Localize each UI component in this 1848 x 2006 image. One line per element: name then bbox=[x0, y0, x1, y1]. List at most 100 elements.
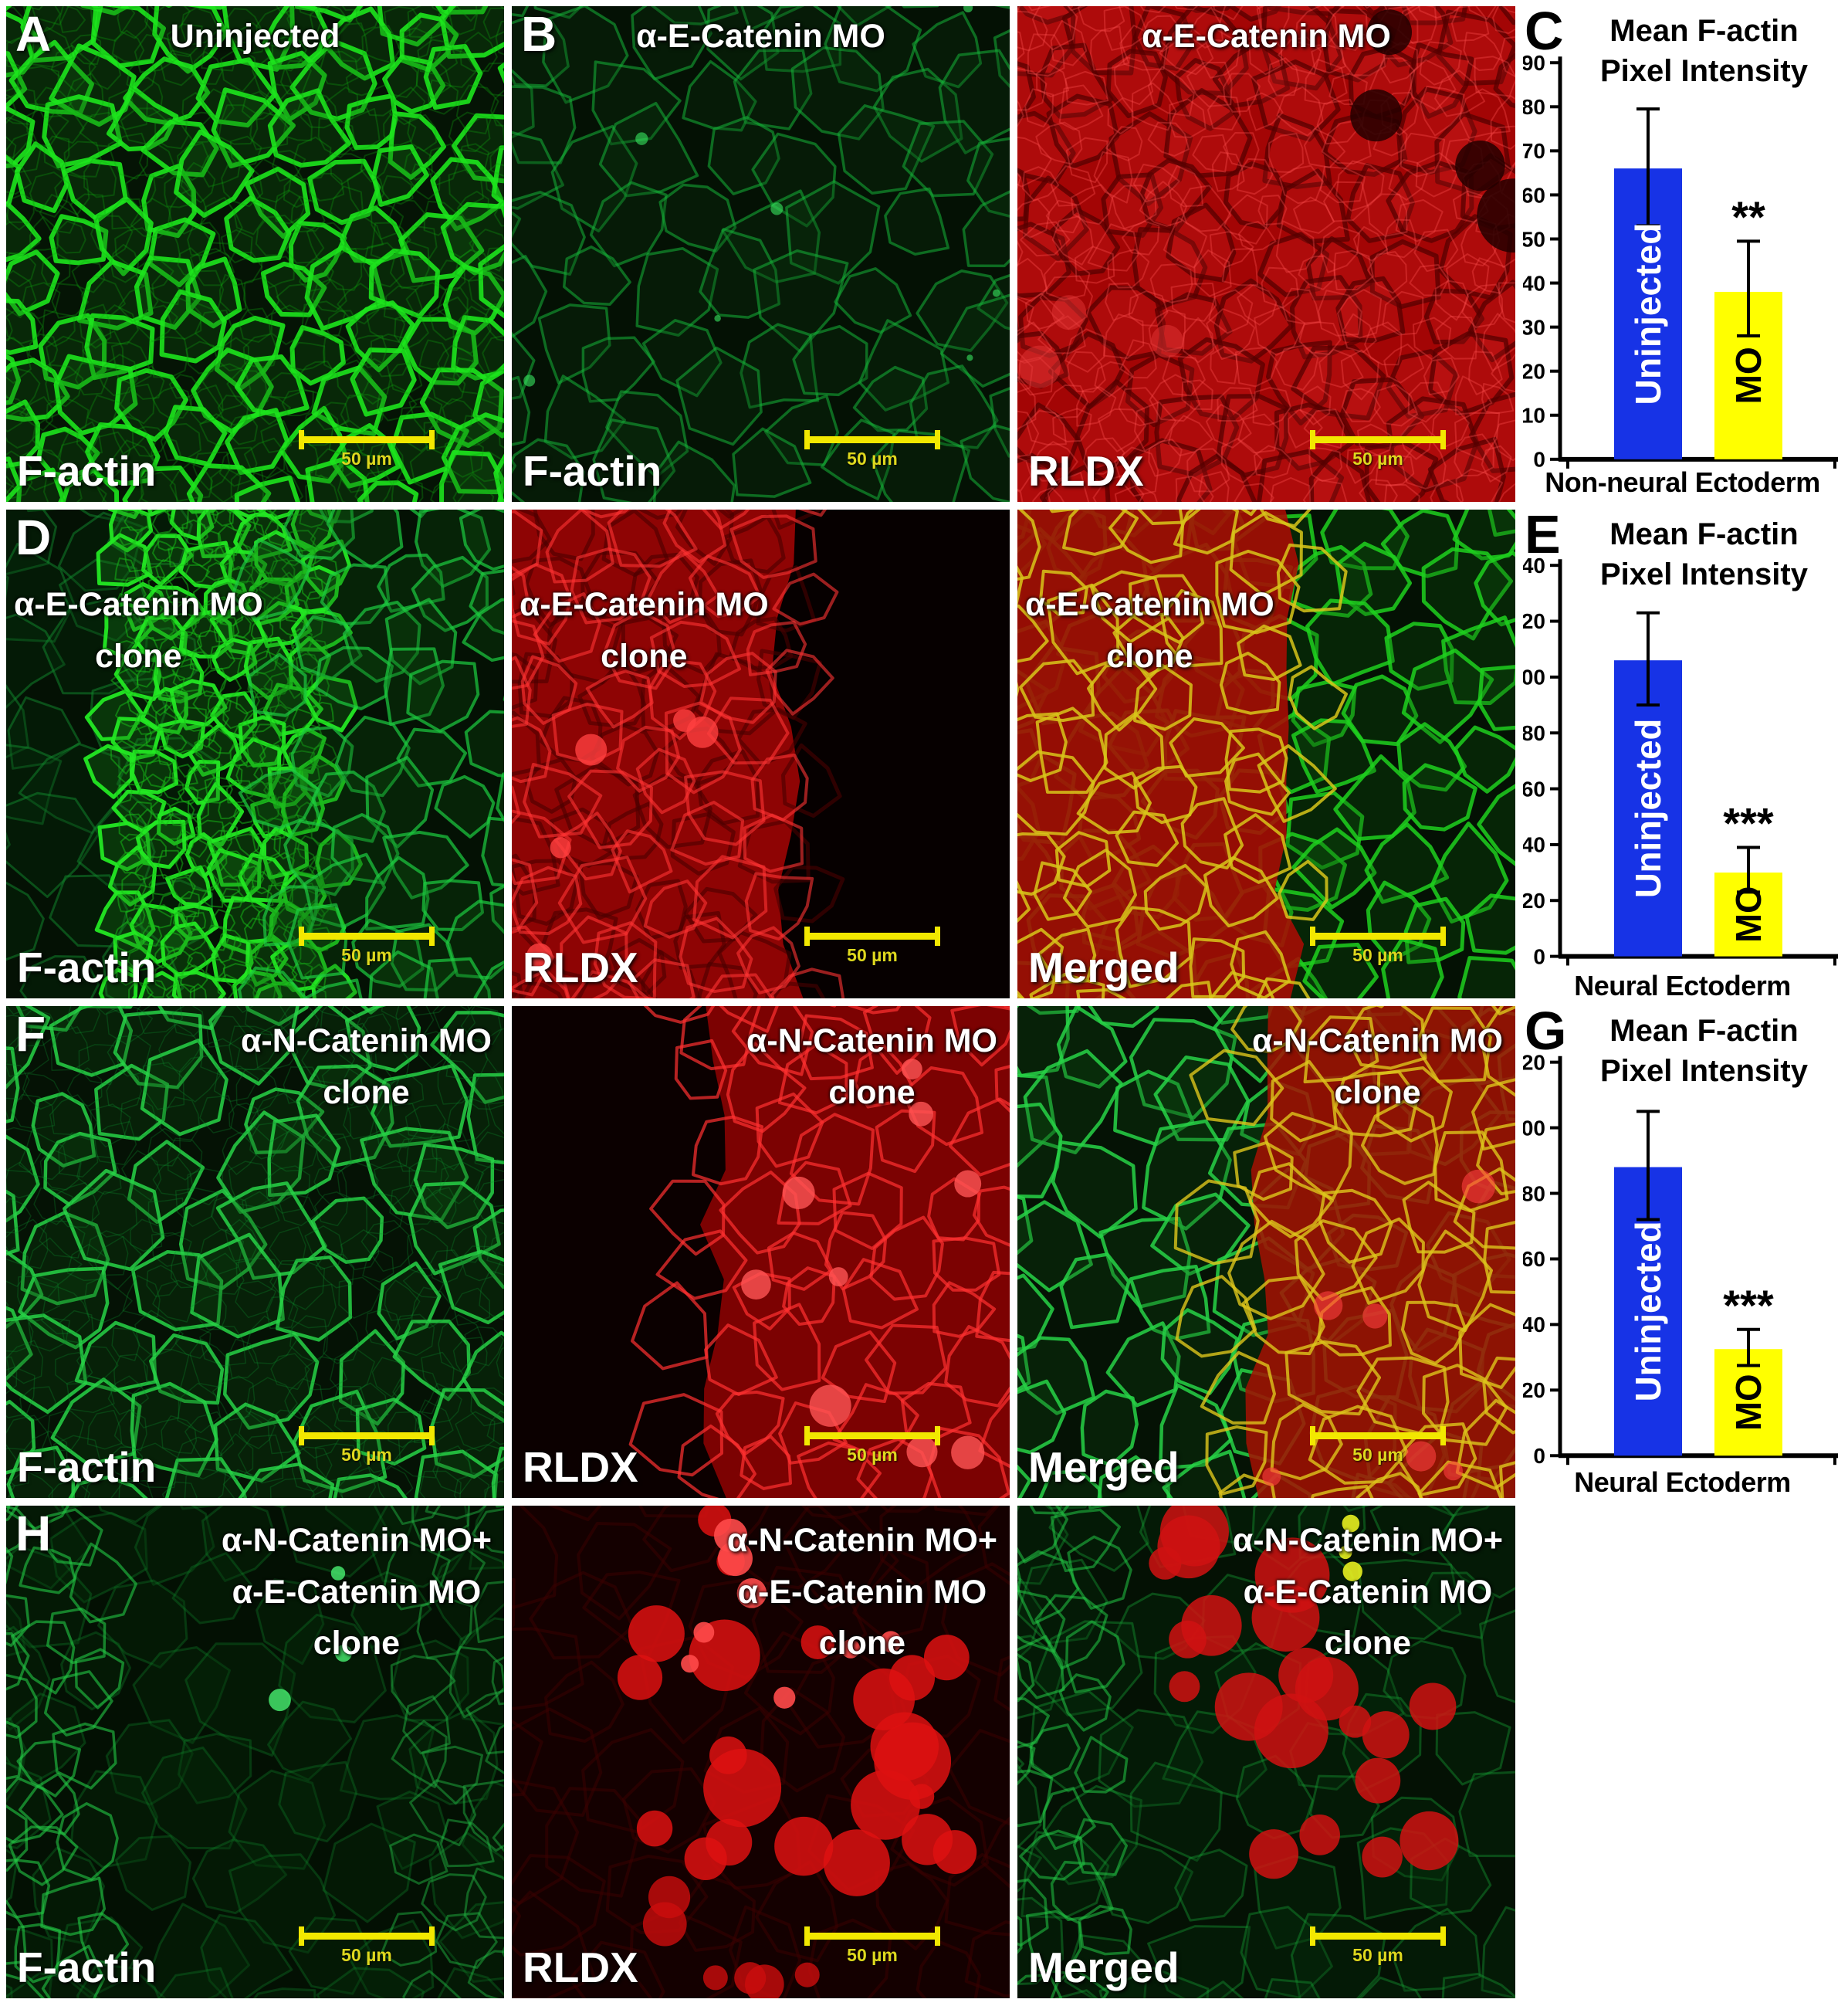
empty-cell bbox=[1523, 1506, 1842, 1998]
bar-chart: 0 10 20 30 40 50 60 70 80 90 Uninjected MO ** bbox=[1523, 51, 1838, 472]
scale-bar-label: 50 µm bbox=[341, 1445, 392, 1465]
y-tick-label: 0 bbox=[1533, 1444, 1545, 1468]
scale-bar: 50 µm bbox=[804, 1426, 940, 1466]
scale-bar-line bbox=[1310, 1426, 1446, 1445]
stain-label: RLDX bbox=[523, 1943, 638, 1991]
micrograph-image bbox=[512, 510, 1010, 998]
y-tick-label: 80 bbox=[1523, 1181, 1545, 1205]
chart-title-line: Pixel Intensity bbox=[1600, 54, 1808, 88]
scale-bar: 50 µm bbox=[804, 927, 940, 966]
bar-label: MO bbox=[1729, 886, 1768, 943]
y-tick-label: 40 bbox=[1523, 1313, 1545, 1337]
y-tick-label: 80 bbox=[1523, 721, 1545, 745]
y-tick-label: 100 bbox=[1523, 1116, 1545, 1140]
chart-title-line: Mean F-actin bbox=[1609, 14, 1799, 48]
panel-top-label-line: α-N-Catenin MO bbox=[746, 1022, 997, 1059]
y-tick-label: 100 bbox=[1523, 666, 1545, 690]
panel-top-label-line: clone bbox=[601, 637, 688, 675]
panel-top-label-line: α-N-Catenin MO bbox=[240, 1022, 492, 1059]
panel-top-label-line: clone bbox=[313, 1625, 401, 1662]
bar-label: Uninjected bbox=[1628, 223, 1668, 405]
chart-panel-E: E Mean F-actin Pixel Intensity 0 20 40 60 80 100… bbox=[1523, 510, 1842, 998]
micrograph-image bbox=[6, 1506, 504, 1998]
micrograph-panel-10: α-N-Catenin MO+ α-E-Catenin MO clone RLDX 50… bbox=[512, 1506, 1010, 1998]
stain-label: F-actin bbox=[17, 1943, 157, 1991]
significance-stars: ** bbox=[1731, 192, 1765, 241]
y-tick-label: 60 bbox=[1523, 1247, 1545, 1271]
y-tick-label: 60 bbox=[1523, 777, 1545, 801]
y-tick-label: 80 bbox=[1523, 95, 1545, 119]
y-tick-label: 50 bbox=[1523, 227, 1545, 251]
panel-top-label-line: α-E-Catenin MO bbox=[737, 1573, 987, 1611]
panel-letter: F bbox=[15, 1006, 46, 1062]
panel-letter: D bbox=[15, 510, 52, 565]
stain-label: Merged bbox=[1028, 1943, 1180, 1991]
scale-bar-line bbox=[1310, 1926, 1446, 1946]
y-tick-label: 60 bbox=[1523, 183, 1545, 207]
panel-top-label: α-E-Catenin MO bbox=[512, 11, 1010, 63]
stain-label: RLDX bbox=[523, 1443, 638, 1491]
scale-bar-label: 50 µm bbox=[341, 945, 392, 965]
micrograph-image bbox=[1017, 1006, 1515, 1498]
panel-top-label: α-N-Catenin MO+ α-E-Catenin MO clone bbox=[1233, 1515, 1503, 1669]
chart-title-line: Mean F-actin bbox=[1609, 517, 1799, 551]
x-axis-label: Non-neural Ectoderm bbox=[1545, 466, 1820, 498]
bar-label: Uninjected bbox=[1628, 1221, 1668, 1401]
panel-top-label-line: clone bbox=[828, 1073, 916, 1111]
chart-panel-C: C Mean F-actin Pixel Intensity 0 10 20 30 40 50 6… bbox=[1523, 6, 1842, 502]
scale-bar-label: 50 µm bbox=[847, 1945, 898, 1965]
scale-bar-label: 50 µm bbox=[1352, 945, 1403, 965]
micrograph-image bbox=[6, 6, 504, 502]
y-tick-label: 0 bbox=[1533, 448, 1545, 472]
panel-top-label-line: α-E-Catenin MO bbox=[1025, 586, 1274, 623]
y-tick-label: 10 bbox=[1523, 404, 1545, 428]
panel-top-label: α-N-Catenin MO clone bbox=[241, 1015, 492, 1118]
scale-bar-line bbox=[804, 927, 940, 946]
panel-top-label: α-N-Catenin MO+ α-E-Catenin MO clone bbox=[727, 1515, 997, 1669]
stain-label: F-actin bbox=[17, 447, 157, 495]
bar-chart: 0 20 40 60 80 100 120 140 Uninjected MO *** bbox=[1523, 554, 1838, 968]
micrograph-panel-8: α-N-Catenin MO clone Merged 50 µm bbox=[1017, 1006, 1515, 1498]
scale-bar-line bbox=[804, 1426, 940, 1445]
panel-top-label-line: α-E-Catenin MO bbox=[520, 586, 769, 623]
panel-top-label-line: α-E-Catenin MO bbox=[232, 1573, 482, 1611]
stain-label: Merged bbox=[1028, 1443, 1180, 1491]
chart-title: Mean F-actin Pixel Intensity bbox=[1568, 1011, 1840, 1091]
micrograph-panel-2: α-E-Catenin MO RLDX 50 µm bbox=[1017, 6, 1515, 502]
micrograph-panel-7: α-N-Catenin MO clone RLDX 50 µm bbox=[512, 1006, 1010, 1498]
y-tick-label: 70 bbox=[1523, 139, 1545, 163]
scale-bar-label: 50 µm bbox=[341, 449, 392, 469]
panel-top-label-line: clone bbox=[1324, 1625, 1412, 1662]
chart-title-line: Mean F-actin bbox=[1609, 1014, 1799, 1048]
panel-top-label-line: clone bbox=[1334, 1073, 1421, 1111]
micrograph-panel-5: α-E-Catenin MO clone Merged 50 µm bbox=[1017, 510, 1515, 998]
bar-label: Uninjected bbox=[1629, 719, 1668, 899]
panel-letter: H bbox=[15, 1506, 52, 1561]
bar-label: MO bbox=[1728, 1374, 1768, 1431]
y-tick-label: 120 bbox=[1523, 609, 1545, 633]
chart-title-line: Pixel Intensity bbox=[1600, 557, 1808, 591]
scale-bar: 50 µm bbox=[804, 1926, 940, 1966]
panel-top-label: α-E-Catenin MO clone bbox=[1025, 579, 1274, 682]
scale-bar-label: 50 µm bbox=[1352, 449, 1403, 469]
y-tick-label: 30 bbox=[1523, 315, 1545, 339]
scale-bar-label: 50 µm bbox=[847, 449, 898, 469]
scale-bar: 50 µm bbox=[1310, 1926, 1446, 1966]
panel-top-label-line: α-E-Catenin MO bbox=[14, 586, 263, 623]
panel-top-label-line: α-N-Catenin MO bbox=[1251, 1022, 1503, 1059]
bar-uninjected bbox=[1614, 660, 1682, 957]
y-tick-label: 120 bbox=[1523, 1050, 1545, 1074]
scale-bar-label: 50 µm bbox=[341, 1945, 392, 1965]
chart-title-line: Pixel Intensity bbox=[1600, 1054, 1808, 1088]
scale-bar-line bbox=[299, 1926, 435, 1946]
stain-label: RLDX bbox=[523, 944, 638, 991]
panel-top-label: α-E-Catenin MO bbox=[1017, 11, 1515, 63]
scale-bar: 50 µm bbox=[299, 430, 435, 469]
scale-bar-label: 50 µm bbox=[847, 1445, 898, 1465]
stain-label: F-actin bbox=[17, 944, 157, 991]
significance-stars: *** bbox=[1723, 1281, 1774, 1330]
